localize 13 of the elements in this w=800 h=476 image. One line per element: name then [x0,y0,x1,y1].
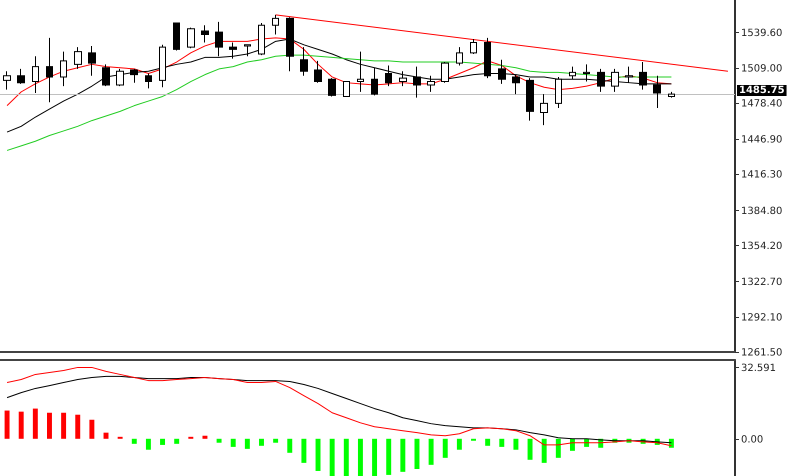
y-tick-label: 1261.50 [741,348,782,358]
y-tick-label: 1292.10 [741,312,782,324]
y-tick-label: 32.591 [741,362,776,374]
y-tick-label: 1416.30 [741,170,782,181]
y-tick-label: 1446.90 [741,134,782,146]
y-tick-label: 1322.70 [741,277,782,288]
ref-line-label: 1485.75 [739,84,785,96]
y-tick-label: 1539.60 [741,28,782,40]
y-tick-label: 1478.40 [741,98,782,110]
y-tick-label: 1384.80 [741,206,782,217]
y-tick-label: 1509.00 [741,63,782,74]
y-tick-label: 1354.20 [741,241,782,252]
y-tick-label: 0.00 [741,434,764,446]
